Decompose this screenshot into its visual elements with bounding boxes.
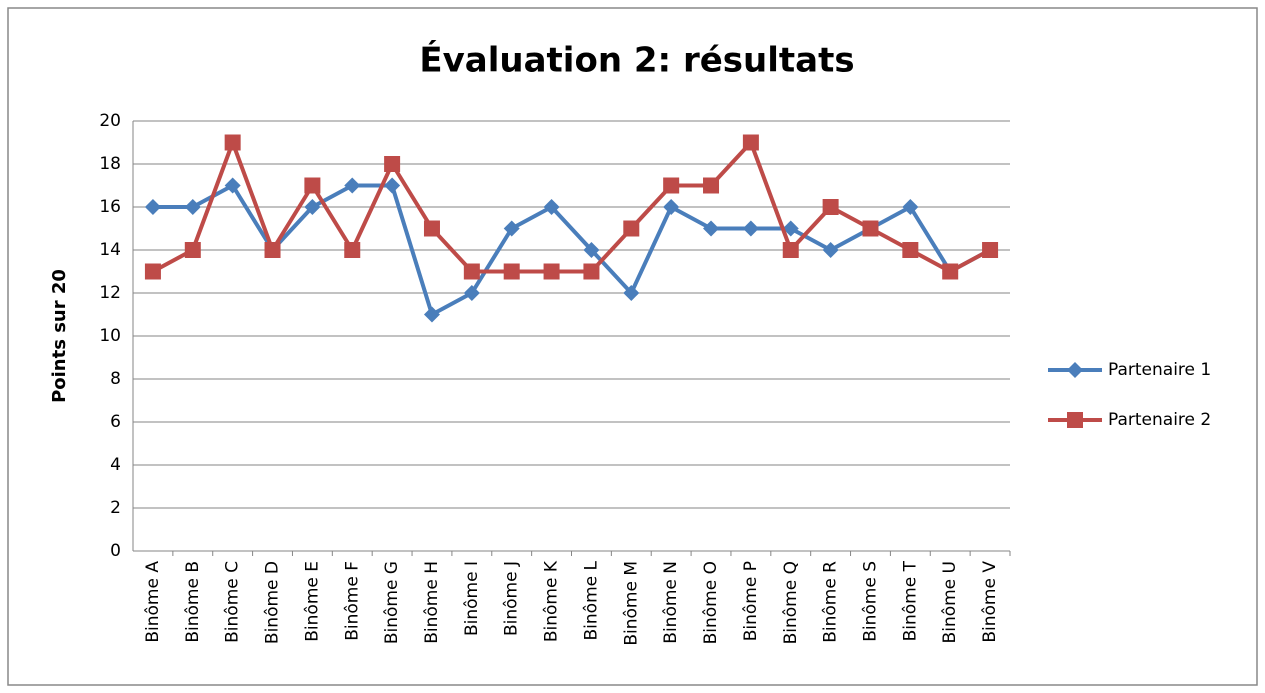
data-point — [384, 156, 401, 172]
legend-marker — [1067, 362, 1083, 378]
x-tick-label: Binôme E — [302, 561, 322, 642]
x-tick-label: Binôme G — [382, 561, 402, 644]
data-point — [942, 263, 959, 280]
data-point — [423, 306, 440, 323]
data-point — [503, 220, 520, 237]
data-point — [703, 177, 720, 194]
x-tick-label: Binôme J — [502, 561, 522, 636]
y-tick-label: 6 — [110, 412, 121, 432]
y-tick-label: 18 — [99, 154, 121, 174]
x-tick-label: Binôme K — [542, 560, 562, 642]
y-tick-label: 10 — [99, 326, 121, 346]
y-axis-label: Points sur 20 — [49, 269, 70, 403]
data-point — [663, 199, 680, 215]
x-tick-label: Binôme U — [940, 561, 960, 643]
y-tick-label: 20 — [99, 111, 121, 131]
legend-label: Partenaire 2 — [1108, 410, 1211, 430]
y-tick-label: 12 — [99, 283, 121, 303]
data-point — [344, 177, 361, 194]
data-point — [304, 177, 321, 194]
x-tick-label: Binôme A — [143, 561, 163, 643]
data-point — [782, 242, 799, 258]
x-tick-label: Binôme R — [821, 561, 841, 643]
data-point — [224, 177, 241, 194]
x-tick-label: Binôme S — [860, 561, 880, 642]
data-point — [583, 263, 600, 280]
chart-title: Évaluation 2: résultats — [419, 40, 854, 81]
data-point — [184, 242, 201, 258]
y-tick-label: 2 — [110, 498, 121, 518]
data-point — [583, 242, 600, 258]
data-point — [982, 242, 999, 258]
x-tick-label: Binôme Q — [781, 561, 801, 644]
data-point — [742, 134, 759, 151]
x-tick-label: Binôme H — [422, 561, 442, 644]
data-point — [742, 220, 759, 237]
data-point — [902, 242, 919, 258]
data-point — [503, 263, 520, 280]
data-point — [703, 220, 720, 237]
x-tick-label: Binôme D — [263, 561, 283, 644]
x-tick-label: Binôme F — [342, 561, 362, 641]
x-tick-label: Binôme T — [900, 560, 920, 641]
y-tick-label: 16 — [99, 197, 121, 217]
data-point — [543, 263, 560, 280]
data-point — [623, 285, 640, 301]
series-line — [152, 183, 992, 317]
legend-label: Partenaire 1 — [1108, 360, 1211, 380]
data-point — [423, 220, 440, 237]
data-point — [264, 242, 281, 258]
data-point — [822, 242, 839, 258]
x-tick-label: Binôme B — [183, 561, 203, 643]
data-point — [822, 199, 839, 215]
x-tick-label: Binôme N — [661, 561, 681, 644]
x-tick-label: Binôme P — [741, 561, 761, 641]
data-point — [224, 134, 241, 151]
data-point — [184, 199, 201, 215]
data-point — [902, 199, 919, 215]
data-point — [782, 220, 799, 237]
data-point — [663, 177, 680, 194]
x-tick-label: Binôme M — [621, 561, 641, 646]
x-tick-label: Binôme V — [980, 561, 1000, 643]
data-point — [463, 263, 480, 280]
x-tick-label: Binôme C — [223, 561, 243, 643]
x-tick-label: Binôme I — [462, 561, 482, 636]
data-point — [463, 285, 480, 301]
x-tick-label: Binôme O — [701, 561, 721, 644]
data-point — [384, 177, 401, 194]
data-point — [862, 220, 879, 237]
series-line — [151, 140, 992, 274]
data-point — [543, 199, 560, 215]
legend-marker — [1067, 412, 1083, 428]
x-tick-label: Binôme L — [581, 560, 601, 640]
data-point — [623, 220, 640, 237]
y-tick-label: 14 — [99, 240, 121, 260]
y-tick-label: 0 — [110, 541, 121, 561]
data-point — [144, 199, 161, 215]
y-tick-label: 8 — [110, 369, 121, 389]
data-point — [304, 199, 321, 215]
data-point — [144, 263, 161, 280]
data-point — [344, 242, 361, 258]
y-tick-label: 4 — [110, 455, 121, 475]
